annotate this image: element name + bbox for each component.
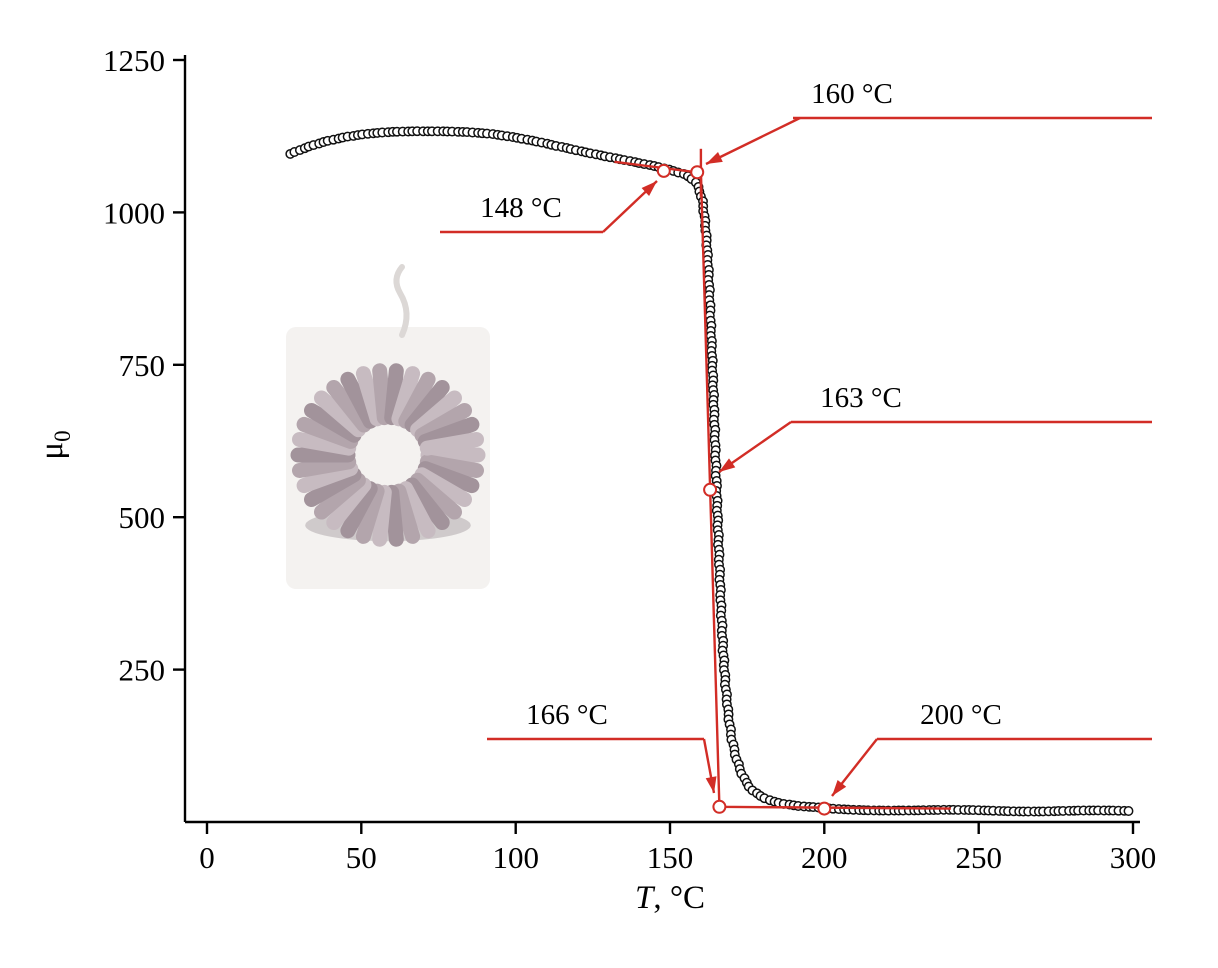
curve-marker	[1123, 806, 1134, 816]
annotation-label: 166 °C	[526, 699, 608, 731]
coil-turn	[326, 477, 372, 530]
coil-turn	[384, 363, 404, 426]
annotation-200C: 200 °C	[831, 699, 1152, 797]
arrowhead-icon	[705, 776, 717, 793]
coil-turn	[391, 483, 421, 544]
coil-turn	[398, 371, 436, 429]
annotation-label: 148 °C	[480, 192, 562, 224]
coil-turn	[384, 484, 404, 547]
coil-turn	[296, 461, 359, 494]
x-tick-label: 250	[955, 840, 1002, 875]
coil-turn	[410, 390, 462, 438]
leader-line	[705, 116, 801, 166]
toroid-hole	[362, 429, 414, 481]
annotation-label: 200 °C	[920, 699, 1002, 731]
axes	[173, 55, 1140, 834]
annotation-label: 160 °C	[811, 78, 893, 110]
y-axis-label: μ0	[34, 430, 75, 459]
coil-turn	[414, 403, 472, 443]
x-tick-label: 100	[492, 840, 539, 875]
arrowhead-icon	[641, 181, 657, 196]
y-tick-label: 750	[119, 348, 166, 383]
wire-wisp	[393, 264, 410, 338]
toroid-photo-inset	[286, 264, 490, 589]
coil-turn	[398, 481, 436, 539]
construction-point-marker	[690, 165, 705, 180]
coil-turn	[355, 483, 385, 544]
x-tick-label: 0	[199, 840, 215, 875]
coil-turn	[304, 467, 362, 507]
annotation-166C: 166 °C	[487, 699, 717, 794]
coil-turn	[340, 371, 378, 429]
construction-point-marker	[656, 163, 671, 178]
y-tick-label: 250	[119, 653, 166, 688]
coil-turn	[410, 472, 462, 520]
coil-turn	[404, 477, 450, 530]
y-tick-label: 500	[119, 500, 166, 535]
coil-turn	[296, 416, 359, 449]
coil-turn	[340, 481, 378, 539]
coil-turn	[292, 454, 357, 478]
coil-turn	[414, 467, 472, 507]
annotation-label: 163 °C	[820, 382, 902, 414]
coil-turn	[326, 380, 372, 433]
construction-point-marker	[712, 799, 727, 814]
x-axis-label: T, °C	[635, 880, 705, 916]
y-tick-label: 1250	[103, 43, 165, 78]
coil-turn	[419, 454, 484, 478]
construction-point-marker	[703, 482, 718, 497]
coil-turn	[417, 416, 480, 449]
construction-lines	[614, 148, 951, 816]
coil-turn	[314, 390, 366, 438]
coil-turn	[314, 472, 366, 520]
coil-turn	[404, 380, 450, 433]
coil-turn	[372, 363, 392, 426]
coil-turn	[355, 366, 385, 427]
annotation-163C: 163 °C	[718, 382, 1152, 473]
arrowhead-icon	[719, 458, 736, 472]
tangent-construction-polyline	[614, 160, 951, 810]
x-tick-label: 150	[647, 840, 694, 875]
coil-turn	[372, 484, 392, 547]
construction-point-marker	[817, 801, 832, 816]
coil-turn	[391, 366, 421, 427]
arrowhead-icon	[706, 152, 723, 164]
y-tick-label: 1000	[103, 195, 165, 230]
arrowhead-icon	[832, 780, 847, 796]
annotation-148C: 148 °C	[440, 180, 658, 234]
coil-turn	[292, 432, 357, 456]
coil-turn	[304, 403, 362, 443]
coil-turn	[417, 461, 480, 494]
x-tick-label: 200	[801, 840, 848, 875]
x-tick-label: 300	[1110, 840, 1157, 875]
coil-turn	[419, 432, 484, 456]
x-tick-label: 50	[346, 840, 377, 875]
annotation-160C: 160 °C	[705, 78, 1152, 166]
